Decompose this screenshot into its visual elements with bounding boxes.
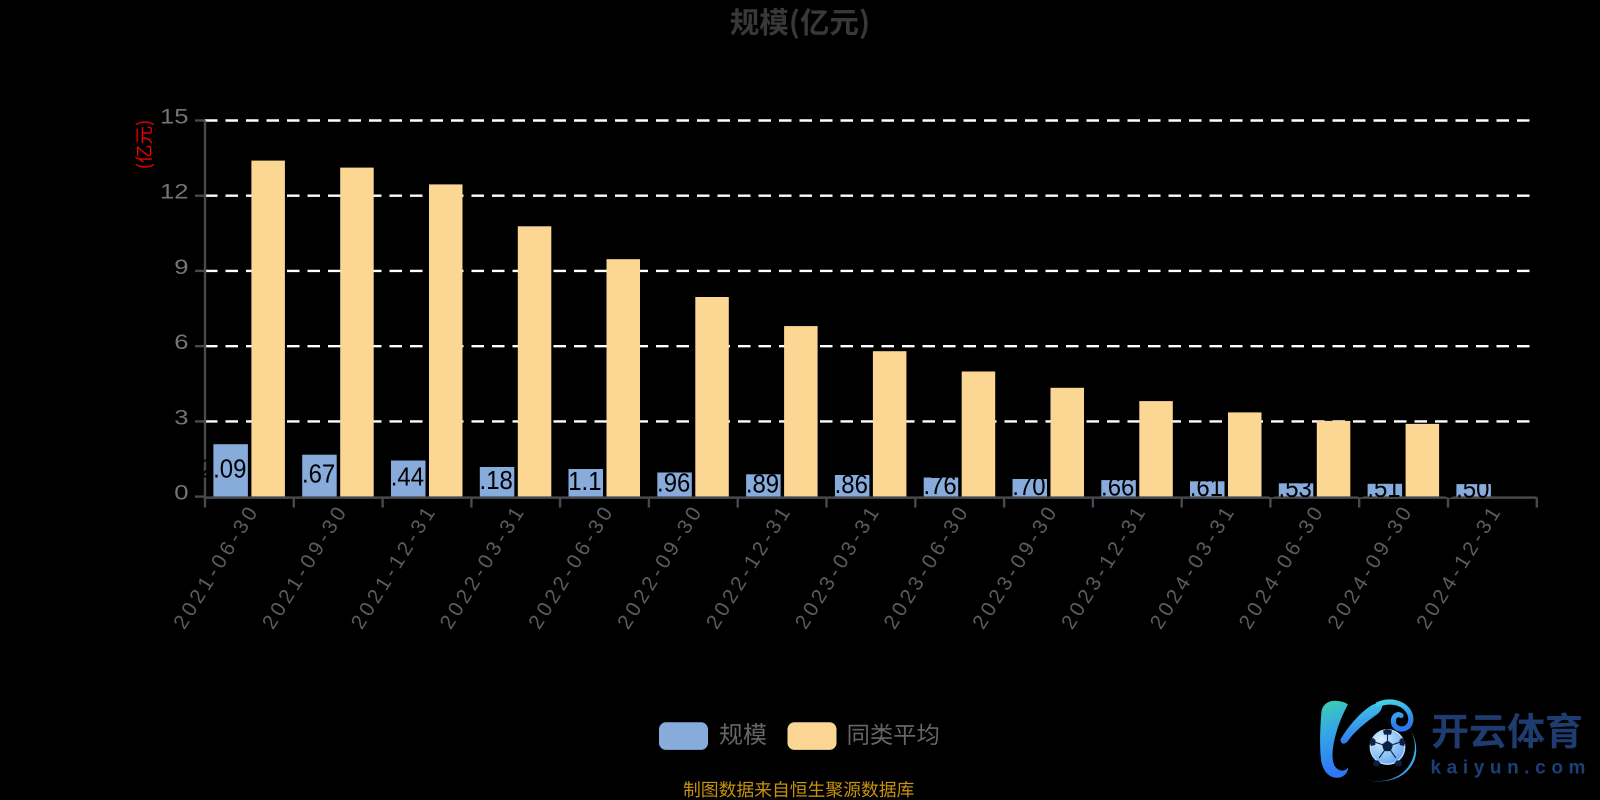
svg-text:0.51: 0.51 — [1354, 474, 1401, 503]
svg-text:1.67: 1.67 — [289, 460, 336, 489]
svg-text:2023-03-31: 2023-03-31 — [790, 500, 885, 633]
svg-text:0.53: 0.53 — [1265, 474, 1312, 503]
svg-text:0.70: 0.70 — [999, 472, 1046, 501]
svg-text:0.76: 0.76 — [910, 471, 957, 500]
svg-text:9: 9 — [174, 255, 188, 278]
svg-text:2023-12-31: 2023-12-31 — [1057, 500, 1152, 633]
svg-text:2021-12-31: 2021-12-31 — [347, 500, 442, 633]
svg-text:3: 3 — [174, 405, 188, 428]
svg-text:0.66: 0.66 — [1088, 472, 1135, 501]
svg-text:kaiyun.com: kaiyun.com — [1431, 758, 1592, 779]
svg-text:1.18: 1.18 — [466, 466, 513, 495]
svg-text:12: 12 — [160, 180, 188, 203]
svg-text:2024-06-30: 2024-06-30 — [1234, 500, 1329, 633]
svg-text:6: 6 — [174, 330, 188, 353]
svg-text:2024-12-31: 2024-12-31 — [1412, 500, 1507, 633]
svg-text:2024-03-31: 2024-03-31 — [1146, 500, 1241, 633]
svg-text:0.61: 0.61 — [1176, 473, 1223, 502]
svg-text:0.50: 0.50 — [1443, 474, 1490, 503]
svg-text:0: 0 — [174, 481, 188, 504]
svg-text:2022-03-31: 2022-03-31 — [435, 500, 530, 633]
svg-text:0.86: 0.86 — [821, 470, 868, 499]
svg-text:1.1: 1.1 — [568, 467, 601, 496]
svg-text:1.44: 1.44 — [377, 463, 424, 492]
svg-text:2024-09-30: 2024-09-30 — [1323, 500, 1418, 633]
svg-text:2022-09-30: 2022-09-30 — [613, 500, 708, 633]
svg-text:2021-09-30: 2021-09-30 — [258, 500, 353, 633]
svg-text:0.89: 0.89 — [733, 470, 780, 499]
svg-text:2.09: 2.09 — [200, 455, 247, 484]
svg-text:2022-12-31: 2022-12-31 — [702, 500, 797, 633]
svg-text:2023-06-30: 2023-06-30 — [879, 500, 974, 633]
svg-text:15: 15 — [160, 105, 188, 128]
svg-text:2021-06-30: 2021-06-30 — [169, 500, 264, 633]
svg-text:2022-06-30: 2022-06-30 — [524, 500, 619, 633]
svg-text:0.96: 0.96 — [644, 469, 691, 498]
svg-text:2023-09-30: 2023-09-30 — [968, 500, 1063, 633]
